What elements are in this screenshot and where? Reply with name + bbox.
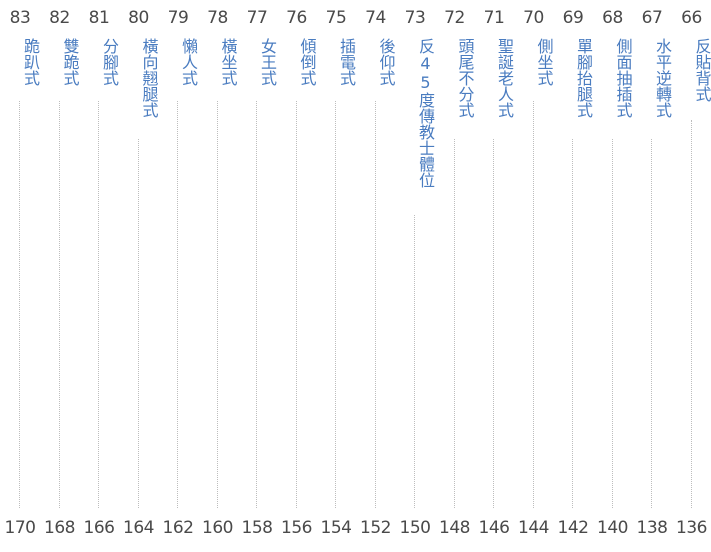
entry-title: 雙跪式 xyxy=(60,38,80,86)
entry-page-number: 140 xyxy=(597,518,628,538)
entry-page-number: 170 xyxy=(4,518,36,538)
toc-entry[interactable]: 67 水平逆轉式 138 xyxy=(632,0,672,552)
entry-title: 側面抽插式 xyxy=(613,38,633,118)
entry-title: 反貼背式 xyxy=(692,38,711,102)
entry-number: 82 xyxy=(49,8,70,28)
entry-title: 分腳式 xyxy=(100,38,119,86)
dotted-leader xyxy=(177,101,178,508)
entry-number: 83 xyxy=(9,8,31,28)
dotted-leader xyxy=(295,101,297,508)
entry-page-number: 154 xyxy=(320,518,352,538)
entry-number: 68 xyxy=(602,8,623,28)
dotted-leader xyxy=(453,139,455,508)
toc-entry[interactable]: 70 側坐式 144 xyxy=(514,0,554,552)
entry-number: 75 xyxy=(325,8,347,28)
toc-entry[interactable]: 66 反貼背式 136 xyxy=(672,0,711,552)
dotted-leader xyxy=(532,101,534,508)
toc-entry[interactable]: 72 頭尾不分式 148 xyxy=(435,0,475,552)
toc-entry[interactable]: 73 反45度傳教士體位 150 xyxy=(395,0,435,552)
toc-entry[interactable]: 76 傾倒式 156 xyxy=(277,0,317,552)
entry-number: 77 xyxy=(246,8,268,28)
toc-entry[interactable]: 83 跪趴式 170 xyxy=(0,0,40,552)
entry-title: 頭尾不分式 xyxy=(455,38,475,118)
entry-page-number: 158 xyxy=(241,518,273,538)
dotted-leader xyxy=(58,101,60,508)
entry-number: 76 xyxy=(286,8,307,28)
entry-title: 反45度傳教士體位 xyxy=(416,38,435,188)
dotted-leader xyxy=(611,139,613,508)
entry-number: 79 xyxy=(167,8,189,28)
entry-title: 橫向翹腿式 xyxy=(139,38,159,118)
toc-entry[interactable]: 80 橫向翹腿式 164 xyxy=(119,0,159,552)
entry-title: 跪趴式 xyxy=(21,38,40,86)
dotted-leader xyxy=(493,139,494,508)
entry-title: 懶人式 xyxy=(179,38,198,86)
dotted-leader xyxy=(572,139,573,508)
toc-entry[interactable]: 71 聖誕老人式 146 xyxy=(474,0,514,552)
entry-number: 73 xyxy=(404,8,426,28)
entry-number: 66 xyxy=(681,8,702,28)
dotted-leader xyxy=(335,101,336,508)
entry-number: 70 xyxy=(523,8,544,28)
entry-title: 女王式 xyxy=(258,38,277,86)
toc-entry[interactable]: 79 懶人式 162 xyxy=(158,0,198,552)
entry-title: 插電式 xyxy=(337,38,356,86)
toc-entry[interactable]: 82 雙跪式 168 xyxy=(40,0,80,552)
entry-page-number: 146 xyxy=(478,518,510,538)
toc-entry[interactable]: 75 插電式 154 xyxy=(316,0,356,552)
entry-number: 72 xyxy=(444,8,465,28)
entry-number: 67 xyxy=(641,8,663,28)
dotted-leader xyxy=(414,215,415,508)
entry-page-number: 142 xyxy=(557,518,589,538)
dotted-leader xyxy=(216,101,218,508)
toc-entry[interactable]: 78 橫坐式 160 xyxy=(198,0,238,552)
entry-title: 水平逆轉式 xyxy=(653,38,672,118)
entry-title: 聖誕老人式 xyxy=(495,38,514,118)
entry-title: 傾倒式 xyxy=(297,38,317,86)
toc-entry[interactable]: 74 後仰式 152 xyxy=(356,0,396,552)
entry-page-number: 160 xyxy=(202,518,233,538)
toc-entry[interactable]: 81 分腳式 166 xyxy=(79,0,119,552)
entry-title: 橫坐式 xyxy=(218,38,238,86)
dotted-leader xyxy=(651,139,652,508)
entry-page-number: 164 xyxy=(123,518,154,538)
entry-page-number: 144 xyxy=(518,518,549,538)
dotted-leader xyxy=(137,139,139,508)
entry-page-number: 168 xyxy=(44,518,75,538)
dotted-leader xyxy=(98,101,99,508)
toc-entry[interactable]: 69 單腳抬腿式 142 xyxy=(553,0,593,552)
dotted-leader xyxy=(19,101,20,508)
entry-title: 側坐式 xyxy=(534,38,554,86)
dotted-leader xyxy=(256,101,257,508)
entry-page-number: 136 xyxy=(676,518,707,538)
entry-page-number: 162 xyxy=(162,518,194,538)
entry-page-number: 156 xyxy=(281,518,312,538)
entry-number: 74 xyxy=(365,8,386,28)
dotted-leader xyxy=(690,120,692,508)
entry-number: 81 xyxy=(88,8,110,28)
entry-page-number: 152 xyxy=(360,518,391,538)
entry-number: 80 xyxy=(128,8,149,28)
entry-number: 78 xyxy=(207,8,228,28)
entry-title: 單腳抬腿式 xyxy=(574,38,593,118)
entry-page-number: 148 xyxy=(439,518,470,538)
entry-page-number: 150 xyxy=(399,518,431,538)
entry-page-number: 166 xyxy=(83,518,115,538)
toc-entry[interactable]: 77 女王式 158 xyxy=(237,0,277,552)
entry-number: 71 xyxy=(483,8,505,28)
dotted-leader xyxy=(374,101,376,508)
entry-title: 後仰式 xyxy=(376,38,396,86)
entry-number: 69 xyxy=(562,8,584,28)
entry-page-number: 138 xyxy=(636,518,668,538)
toc-entry[interactable]: 68 側面抽插式 140 xyxy=(593,0,633,552)
